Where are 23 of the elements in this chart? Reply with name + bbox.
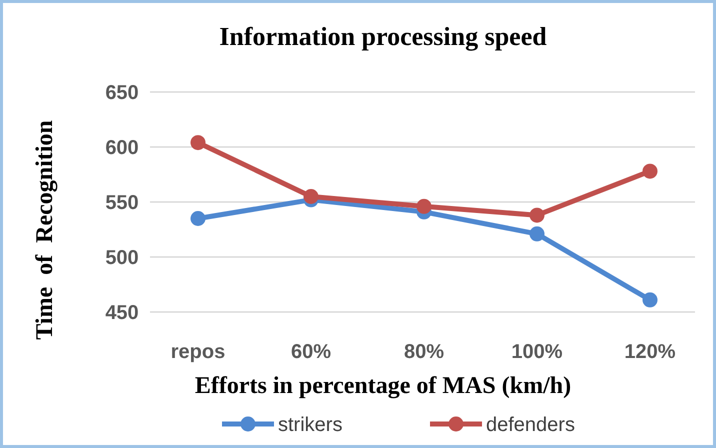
y-tick-label: 550 xyxy=(105,192,139,214)
legend-label: defenders xyxy=(486,414,575,436)
y-tick-label: 500 xyxy=(105,247,139,269)
point xyxy=(642,292,658,308)
y-tick-label: 600 xyxy=(105,137,139,159)
x-axis-title: Efforts in percentage of MAS (km/h) xyxy=(194,373,572,399)
point xyxy=(530,226,544,242)
y-tick-label: 650 xyxy=(105,82,139,104)
x-tick-label: repos xyxy=(170,341,226,363)
x-tick-label: 80% xyxy=(404,341,444,363)
chart-title: Information processing speed xyxy=(219,22,548,51)
x-tick-label: 100% xyxy=(511,341,563,363)
point xyxy=(190,211,206,226)
point xyxy=(304,189,318,204)
point xyxy=(416,198,432,214)
point xyxy=(642,164,658,179)
legend-label: strikers xyxy=(278,414,342,436)
y-tick-label: 450 xyxy=(105,302,139,324)
point xyxy=(190,135,206,150)
y-axis-title: Time of Recognition xyxy=(32,120,58,340)
point xyxy=(530,208,544,223)
x-tick-label: 60% xyxy=(290,341,332,363)
x-tick-label: 120% xyxy=(624,341,676,363)
